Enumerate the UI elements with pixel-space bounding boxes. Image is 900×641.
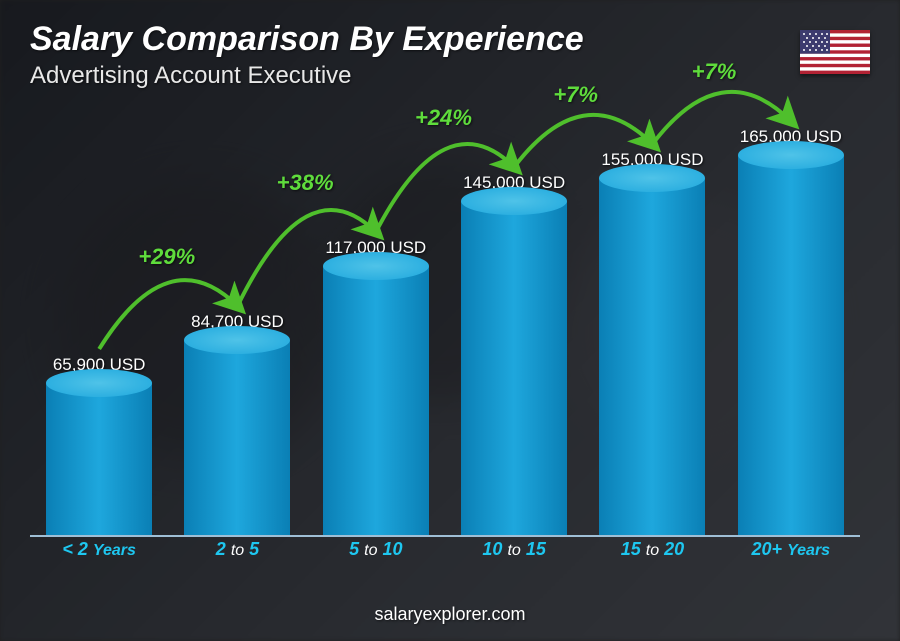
chart-area: 65,900 USD84,700 USD117,000 USD145,000 U… [30,100,860,571]
growth-pct-label: +24% [415,105,472,131]
flag-icon [800,30,870,74]
growth-arc [376,144,514,232]
growth-pct-label: +7% [692,59,737,85]
chart-title: Salary Comparison By Experience [30,20,584,59]
growth-arcs-layer [30,100,860,571]
growth-arc [99,280,237,349]
growth-pct-label: +29% [138,244,195,270]
growth-arc [514,115,652,167]
growth-pct-label: +38% [277,170,334,196]
chart-container: Salary Comparison By Experience Advertis… [0,0,900,641]
growth-pct-label: +7% [553,82,598,108]
growth-arc [653,92,791,144]
footer-watermark: salaryexplorer.com [0,604,900,625]
growth-arc [238,210,376,306]
chart-subtitle: Advertising Account Executive [30,62,352,90]
